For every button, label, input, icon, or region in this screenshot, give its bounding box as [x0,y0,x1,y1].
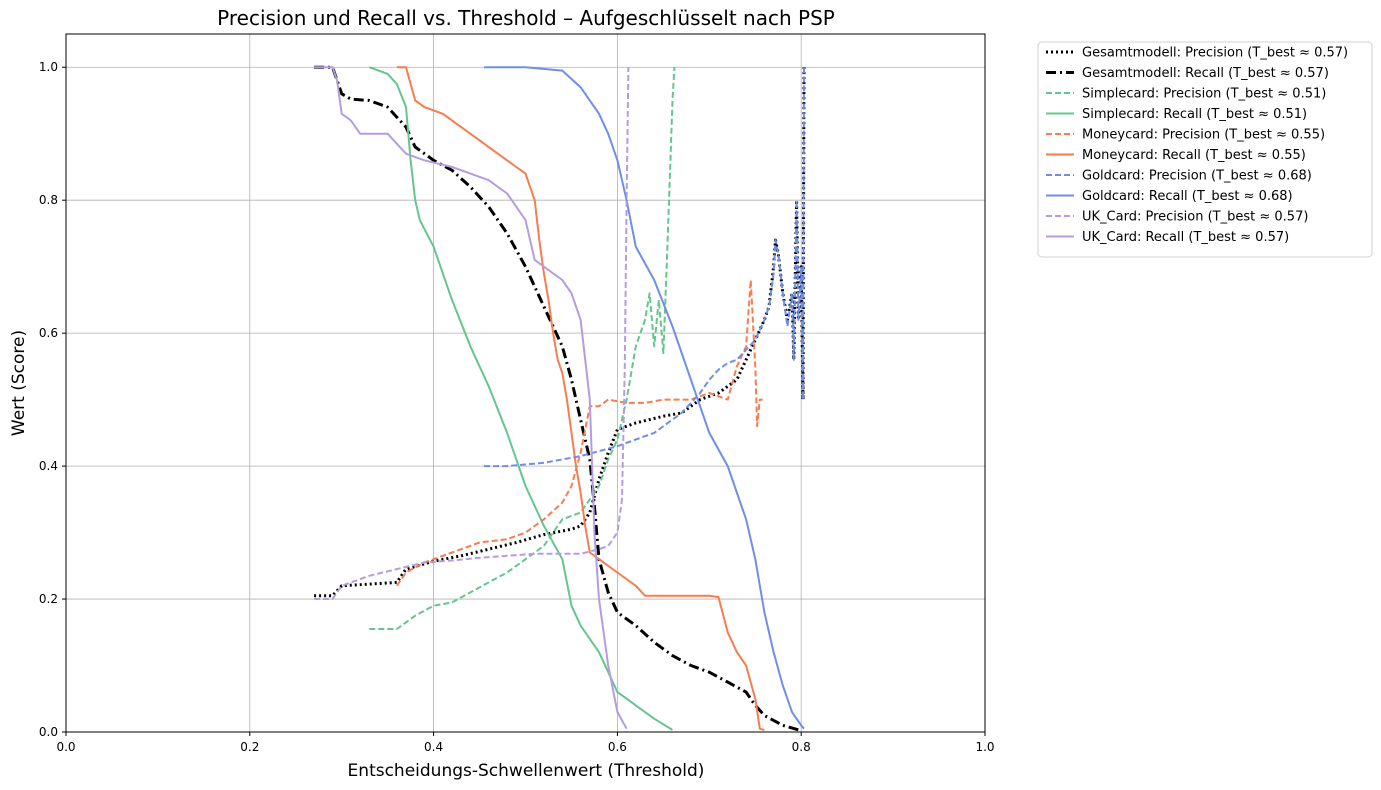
grid [65,34,986,733]
y-tick-label: 0.2 [39,592,58,606]
y-tick-label: 0.0 [39,725,58,739]
legend-entry: Moneycard: Precision (T_best ≈ 0.55) [1082,128,1325,143]
series-line [484,67,805,468]
x-tick-label: 0.2 [240,740,259,754]
y-tick-label: 1.0 [39,60,58,74]
x-tick-label: 0.0 [56,740,75,754]
series-line [369,67,676,630]
plot-frame [65,33,986,733]
legend-entry: Moneycard: Recall (T_best ≈ 0.55) [1082,148,1306,163]
legend-entry: UK_Card: Precision (T_best ≈ 0.57) [1082,210,1308,225]
y-tick-label: 0.8 [39,193,58,207]
legend: Gesamtmodell: Precision (T_best ≈ 0.57) G… [1037,41,1373,258]
legend-entry: Simplecard: Recall (T_best ≈ 0.51) [1082,107,1307,122]
chart-title: Precision und Recall vs. Threshold – Auf… [217,6,835,30]
legend-entry: Gesamtmodell: Recall (T_best ≈ 0.57) [1082,66,1329,81]
legend-entry: UK_Card: Recall (T_best ≈ 0.57) [1082,230,1289,245]
series-line [484,66,805,730]
legend-entry: Goldcard: Recall (T_best ≈ 0.68) [1082,189,1293,204]
x-tick-label: 0.6 [608,740,627,754]
x-tick-label: 1.0 [975,740,994,754]
series-line [368,66,674,731]
series-line [314,66,628,730]
series-line [314,65,802,733]
series-line [314,67,806,598]
series-lines [314,65,806,733]
axis-ticks: 0.0 0.2 0.4 0.6 0.8 1.0 0.0 0.2 0.4 0.6 0.8 1.0 [39,60,995,754]
legend-entry: Simplecard: Precision (T_best ≈ 0.51) [1082,87,1326,102]
x-axis-title: Entscheidungs-Schwellenwert (Threshold) [348,761,705,781]
series-line [314,67,630,600]
legend-entry: Goldcard: Precision (T_best ≈ 0.68) [1082,169,1312,184]
y-tick-label: 0.6 [39,326,58,340]
legend-entry: Gesamtmodell: Precision (T_best ≈ 0.57) [1082,46,1348,61]
x-tick-label: 0.8 [792,740,811,754]
series-line [396,66,765,731]
series-line [395,279,763,587]
legend-box [1037,41,1373,258]
x-tick-label: 0.4 [424,740,443,754]
y-axis-title: Wert (Score) [9,330,29,436]
y-tick-label: 0.4 [39,459,58,473]
